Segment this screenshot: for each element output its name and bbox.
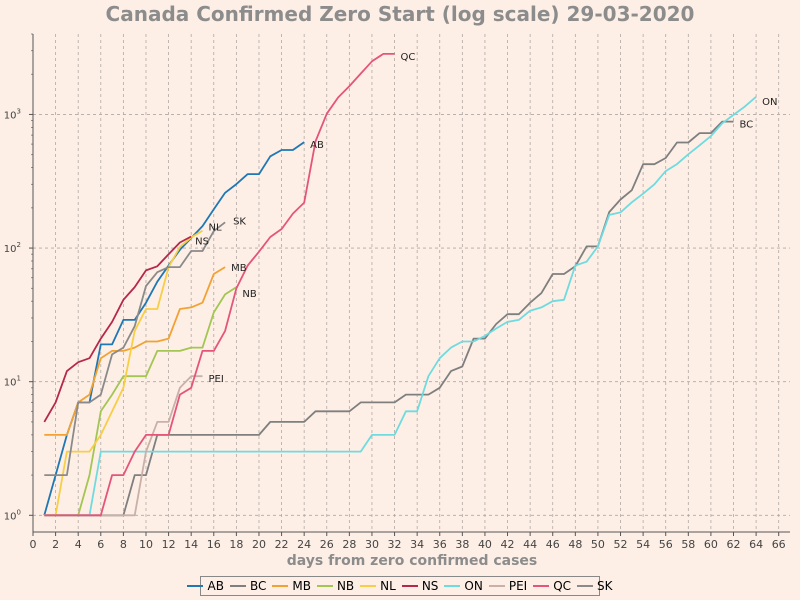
x-tick-label: 44 (523, 538, 537, 551)
chart-title: Canada Confirmed Zero Start (log scale) … (105, 2, 695, 26)
x-tick-label: 22 (275, 538, 289, 551)
x-tick-label: 26 (320, 538, 334, 551)
legend-item-ns: NS (401, 579, 439, 593)
x-tick-label: 58 (681, 538, 695, 551)
legend-swatch (316, 585, 333, 587)
x-tick-label: 20 (252, 538, 266, 551)
y-tick-label: 101 (4, 375, 21, 389)
grid (32, 34, 790, 532)
series-line-sk (44, 221, 226, 477)
legend-label: BC (249, 579, 267, 593)
x-tick-label: 46 (546, 538, 560, 551)
series-end-label: NB (242, 289, 256, 300)
x-tick-label: 28 (342, 538, 356, 551)
legend-item-mb: MB (272, 579, 311, 593)
legend-item-bc: BC (229, 579, 267, 593)
legend-swatch (360, 585, 377, 587)
legend-item-pei: PEI (488, 579, 528, 593)
x-tick-label: 6 (97, 538, 104, 551)
legend-item-on: ON (444, 579, 483, 593)
y-tick-label: 100 (4, 508, 21, 522)
legend-label: ON (464, 579, 483, 593)
plot-area (33, 34, 790, 532)
x-tick-label: 0 (30, 538, 37, 551)
x-tick-label: 54 (636, 538, 650, 551)
legend: AB BC MB NB NL NS ON PEI QC SK (187, 576, 613, 596)
legend-item-sk: SK (577, 579, 613, 593)
x-tick-label: 36 (433, 538, 447, 551)
x-tick-label: 2 (52, 538, 59, 551)
series-end-label: QC (401, 52, 416, 63)
x-tick-label: 32 (388, 538, 402, 551)
x-tick-label: 38 (455, 538, 469, 551)
legend-label: NS (421, 579, 439, 593)
x-axis-label: days from zero confirmed cases (287, 553, 538, 569)
legend-label: NL (380, 579, 396, 593)
legend-item-ab: AB (187, 579, 224, 593)
x-tick-label: 4 (75, 538, 82, 551)
legend-label: AB (207, 579, 224, 593)
x-tick-label: 8 (120, 538, 127, 551)
series-end-label: NL (208, 223, 221, 234)
legend-label: SK (597, 579, 613, 593)
x-tick-label: 50 (591, 538, 605, 551)
y-tick-label: 103 (4, 107, 21, 121)
y-tick-label: 102 (4, 241, 21, 255)
x-tick-label: 52 (614, 538, 628, 551)
series-layer (43, 53, 757, 517)
x-tick-label: 62 (727, 538, 741, 551)
legend-item-nb: NB (316, 579, 355, 593)
x-tick-label: 34 (410, 538, 424, 551)
series-end-label: SK (233, 216, 246, 227)
axes: 0 2 4 6 8 10 12 14 16 18 20 22 24 26 28 30 32 34 36 38 40 42 4… (4, 33, 790, 551)
series-line-qc (44, 53, 395, 517)
series-end-label: BC (740, 120, 754, 131)
x-tick-label: 30 (365, 538, 379, 551)
legend-swatch (401, 585, 418, 587)
x-tick-label: 60 (704, 538, 718, 551)
series-labels: AB BC MB NB NL NS ON PEI QC SK (195, 52, 777, 385)
x-tick-label: 24 (297, 538, 311, 551)
x-tick-label: 64 (749, 538, 763, 551)
legend-swatch (272, 585, 289, 587)
legend-swatch (229, 585, 246, 587)
x-tick-label: 48 (568, 538, 582, 551)
x-tick-label: 56 (659, 538, 673, 551)
x-tick-label: 14 (184, 538, 198, 551)
legend-label: NB (336, 579, 355, 593)
x-tick-label: 10 (139, 538, 153, 551)
legend-swatch (488, 585, 505, 587)
series-end-label: PEI (208, 374, 223, 385)
legend-swatch (533, 585, 550, 587)
series-end-label: NS (195, 237, 209, 248)
series-end-label: MB (231, 263, 247, 274)
x-tick-label: 40 (478, 538, 492, 551)
series-line-on (44, 96, 757, 517)
legend-label: PEI (508, 579, 528, 593)
legend-label: MB (292, 579, 311, 593)
series-end-label: ON (762, 97, 777, 108)
x-tick-label: 18 (229, 538, 243, 551)
legend-item-qc: QC (533, 579, 571, 593)
x-tick-label: 66 (772, 538, 786, 551)
series-line-mb (44, 266, 226, 436)
x-tick-label: 16 (207, 538, 221, 551)
legend-swatch (187, 585, 204, 587)
series-line-ns (43, 235, 192, 423)
legend-label: QC (553, 579, 572, 593)
legend-item-nl: NL (360, 579, 396, 593)
series-end-label: AB (310, 140, 324, 151)
legend-swatch (577, 585, 594, 587)
legend-swatch (444, 585, 461, 587)
x-tick-label: 12 (162, 538, 176, 551)
x-tick-label: 42 (501, 538, 515, 551)
